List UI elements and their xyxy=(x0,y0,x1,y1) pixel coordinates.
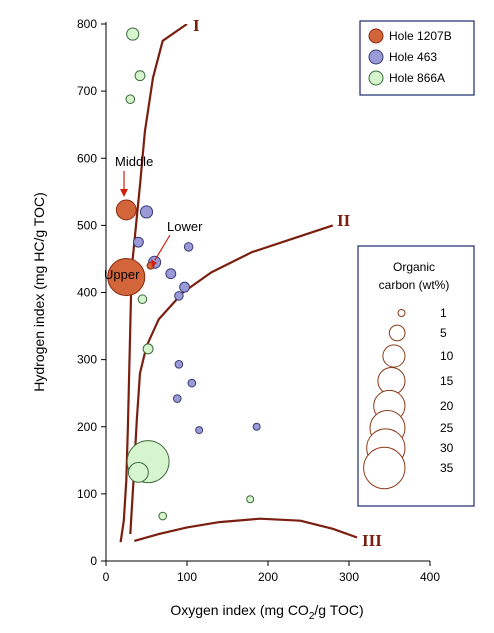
point-hole-463 xyxy=(252,422,261,431)
point-hole-463 xyxy=(165,268,177,280)
size-legend-value: 5 xyxy=(440,326,447,340)
y-tick-label: 500 xyxy=(77,218,97,232)
point-hole-463 xyxy=(179,281,191,293)
curve-label-II: II xyxy=(337,211,351,230)
y-tick-label: 600 xyxy=(77,151,97,165)
size-legend-value: 30 xyxy=(440,441,454,455)
size-legend-circle xyxy=(363,446,406,490)
x-axis-label-subscript: 2 xyxy=(309,611,315,622)
point-hole-463 xyxy=(132,236,144,248)
annotation-upper: Upper xyxy=(104,267,140,282)
kerogen-curves xyxy=(119,24,358,543)
size-legend-value: 15 xyxy=(440,374,454,388)
point-hole-866a xyxy=(128,461,149,483)
y-tick-label: 0 xyxy=(90,554,97,568)
point-hole-463 xyxy=(139,205,154,219)
x-axis-label-part2: /g TOC) xyxy=(314,602,363,618)
annotations: Middle Lower Upper xyxy=(104,154,203,282)
point-hole-1207b xyxy=(115,199,137,221)
point-hole-463 xyxy=(172,394,182,403)
legend-swatch-hole-866a xyxy=(368,70,384,86)
curve-label-III: III xyxy=(362,531,382,550)
curve-III xyxy=(134,517,358,542)
y-axis-label: Hydrogen index (mg HC/g TOC) xyxy=(31,192,47,391)
x-tick-label: 400 xyxy=(420,570,440,584)
x-ticks: 0 100 200 300 400 xyxy=(103,561,440,584)
annotation-middle: Middle xyxy=(115,154,153,169)
point-hole-866a xyxy=(126,27,140,41)
legend-label-hole-463: Hole 463 xyxy=(389,50,437,64)
x-axis-label-part1: Oxygen index (mg CO xyxy=(170,602,309,618)
y-tick-label: 200 xyxy=(77,420,97,434)
size-legend-circle xyxy=(388,324,406,342)
point-hole-1207b xyxy=(107,258,146,297)
y-tick-label: 300 xyxy=(77,353,97,367)
point-hole-463 xyxy=(174,291,184,301)
size-legend-value: 1 xyxy=(440,306,447,320)
legend-swatch-hole-1207b xyxy=(368,28,384,44)
legend-swatch-hole-463 xyxy=(368,49,384,65)
size-legend-title-line2: carbon (wt%) xyxy=(379,278,450,292)
x-axis-label: Oxygen index (mg CO2/g TOC) xyxy=(170,602,363,622)
point-hole-463 xyxy=(187,378,197,388)
y-ticks: 0 100 200 300 400 500 600 700 800 xyxy=(77,17,106,568)
legend-label-hole-866a: Hole 866A xyxy=(389,71,445,85)
annotation-middle-arrowhead xyxy=(120,189,128,197)
size-legend-title-line1: Organic xyxy=(393,260,435,274)
point-hole-463 xyxy=(195,426,204,435)
point-hole-463 xyxy=(174,359,184,369)
curve-label-I: I xyxy=(193,16,200,35)
size-legend-circle xyxy=(397,309,406,317)
annotation-lower: Lower xyxy=(167,219,203,234)
curve-II xyxy=(129,224,334,535)
point-hole-866a xyxy=(137,294,148,304)
size-legend-value: 10 xyxy=(440,349,454,363)
x-tick-label: 300 xyxy=(339,570,359,584)
y-tick-label: 400 xyxy=(77,286,97,300)
point-hole-866a xyxy=(125,94,136,104)
point-hole-463 xyxy=(183,242,194,252)
x-tick-label: 200 xyxy=(258,570,278,584)
point-hole-866a xyxy=(158,511,168,521)
series-legend: Hole 1207B Hole 463 Hole 866A xyxy=(359,20,475,96)
point-hole-866a xyxy=(246,495,255,504)
x-tick-label: 0 xyxy=(103,570,110,584)
size-legend-value: 25 xyxy=(440,421,454,435)
x-tick-label: 100 xyxy=(177,570,197,584)
point-hole-866a xyxy=(142,343,154,355)
data-points xyxy=(107,27,261,521)
size-legend-circle xyxy=(382,344,406,368)
y-tick-label: 100 xyxy=(77,487,97,501)
y-tick-label: 700 xyxy=(77,84,97,98)
curve-I xyxy=(119,24,188,543)
y-tick-label: 800 xyxy=(77,17,97,31)
size-legend-value: 35 xyxy=(440,461,454,475)
legend-label-hole-1207b: Hole 1207B xyxy=(389,29,452,43)
size-legend-value: 20 xyxy=(440,399,454,413)
annotation-lower-arrow xyxy=(154,234,171,261)
annotation-lower-arrowhead xyxy=(151,259,157,267)
point-hole-866a xyxy=(134,70,146,82)
